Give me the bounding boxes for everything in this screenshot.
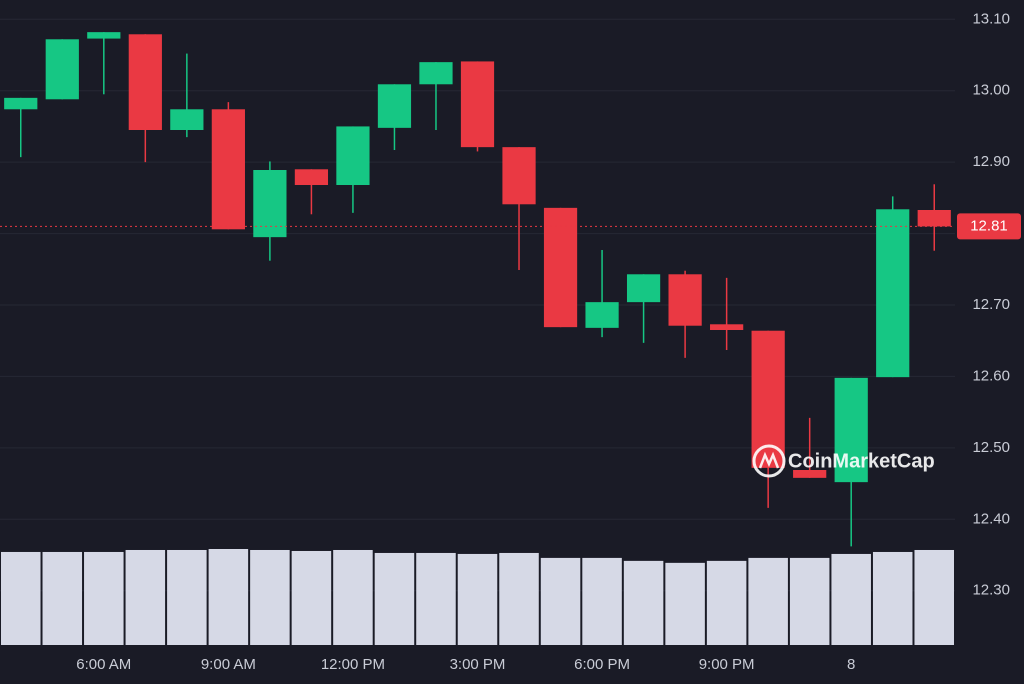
candle-body: [460, 61, 495, 148]
candle-body: [834, 377, 868, 483]
volume-bar: [706, 560, 747, 645]
candle-body: [543, 207, 578, 328]
candle-body: [128, 34, 162, 130]
candle-body: [377, 84, 412, 128]
candle-body: [336, 126, 370, 185]
candle-body: [253, 170, 287, 238]
candle-body: [294, 169, 329, 185]
watermark-logo-mark: [758, 451, 780, 469]
candle-body: [502, 147, 536, 205]
candle-body: [170, 109, 204, 130]
volume-bar: [789, 557, 830, 645]
volume-bar: [416, 552, 456, 645]
x-tick-label: 8: [847, 656, 855, 673]
candle-body: [4, 97, 38, 110]
y-tick-label: 12.70: [972, 296, 1010, 313]
volume-bar: [250, 549, 290, 645]
volume-bar: [125, 549, 166, 645]
volume-bar: [457, 553, 498, 645]
volume-bar: [84, 551, 124, 645]
candle-body: [45, 39, 79, 100]
y-tick-label: 12.50: [972, 439, 1010, 456]
y-tick-label: 12.40: [972, 510, 1010, 527]
candle-body: [419, 62, 453, 85]
candle-body: [793, 470, 827, 478]
volume-bar: [499, 552, 539, 645]
current-price-label: 12.81: [970, 217, 1008, 234]
x-tick-label: 3:00 PM: [450, 656, 506, 673]
volume-bar: [540, 557, 581, 645]
candle-body: [626, 274, 661, 303]
volume-bar: [167, 549, 207, 645]
y-tick-label: 12.30: [972, 582, 1010, 599]
y-tick-label: 13.00: [972, 82, 1010, 99]
volume-bar: [872, 551, 913, 645]
candle-body: [876, 209, 910, 378]
volume-bar: [623, 560, 664, 645]
candle-body: [87, 32, 121, 39]
volume-bar: [748, 557, 788, 645]
watermark-logo: [752, 444, 786, 478]
candle-body: [710, 324, 744, 330]
current-price-tag: [957, 213, 1021, 240]
candle-body: [668, 274, 702, 326]
volume-bar: [291, 550, 332, 645]
x-tick-label: 9:00 PM: [699, 656, 755, 673]
candle-body: [585, 302, 619, 328]
candle-body: [917, 210, 951, 227]
x-tick-label: 12:00 PM: [321, 656, 385, 673]
volume-bar: [333, 549, 373, 645]
y-tick-label: 12.90: [972, 153, 1010, 170]
volume-bar: [831, 553, 871, 645]
volume-bar: [582, 557, 622, 645]
watermark-text: CoinMarketCap: [788, 450, 935, 472]
y-tick-label: 12.60: [972, 367, 1010, 384]
volume-bar: [914, 549, 954, 645]
volume-bar: [208, 549, 249, 645]
y-tick-label: 13.10: [972, 10, 1010, 27]
x-tick-label: 9:00 AM: [201, 656, 256, 673]
candle-body: [211, 109, 245, 230]
volume-bar: [374, 552, 415, 645]
volume-bar: [42, 551, 83, 645]
x-tick-label: 6:00 AM: [76, 656, 131, 673]
volume-bar: [665, 562, 705, 645]
volume-bar: [1, 551, 41, 645]
x-tick-label: 6:00 PM: [574, 656, 630, 673]
watermark: CoinMarketCap: [752, 444, 935, 478]
